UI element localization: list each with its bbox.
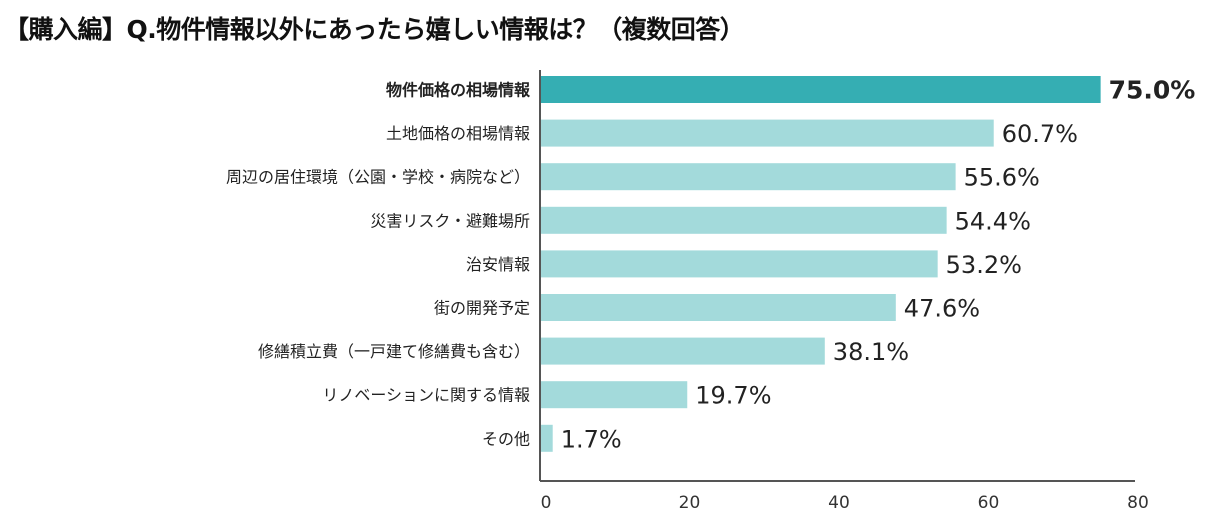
data-label: 1.7% <box>561 425 622 453</box>
bar <box>540 250 938 278</box>
bar <box>540 206 947 234</box>
x-tick-label: 80 <box>1127 493 1149 513</box>
bar <box>540 294 896 321</box>
x-tick-label: 20 <box>679 493 701 513</box>
bar <box>540 424 553 452</box>
bar <box>540 119 994 147</box>
data-label: 54.4% <box>955 207 1031 235</box>
category-label: その他 <box>482 429 530 448</box>
chart-title: 【購入編】Q.物件情報以外にあったら嬉しい情報は？（複数回答） <box>4 15 745 44</box>
category-label: リノベーションに関する情報 <box>322 386 530 405</box>
data-label: 75.0% <box>1109 76 1196 105</box>
category-label: 土地価格の相場情報 <box>386 124 530 143</box>
x-tick-label: 0 <box>541 493 552 513</box>
bar <box>540 337 825 365</box>
x-tick-label: 40 <box>828 493 850 513</box>
bar <box>540 381 688 409</box>
data-label: 53.2% <box>946 251 1022 279</box>
bar <box>540 76 1101 103</box>
x-tick-label: 60 <box>978 493 1000 513</box>
category-label: 修繕積立費（一戸建て修繕費も含む） <box>258 342 530 361</box>
data-label: 60.7% <box>1002 120 1078 148</box>
category-label: 周辺の居住環境（公園・学校・病院など） <box>226 168 530 187</box>
bar <box>540 163 956 191</box>
data-label: 55.6% <box>964 164 1040 192</box>
category-label: 治安情報 <box>466 255 530 274</box>
category-label: 災害リスク・避難場所 <box>370 211 530 230</box>
data-label: 47.6% <box>904 295 980 323</box>
data-label: 19.7% <box>695 382 771 410</box>
data-label: 38.1% <box>833 338 909 366</box>
category-label: 街の開発予定 <box>434 299 530 318</box>
category-label: 物件価格の相場情報 <box>386 81 531 100</box>
